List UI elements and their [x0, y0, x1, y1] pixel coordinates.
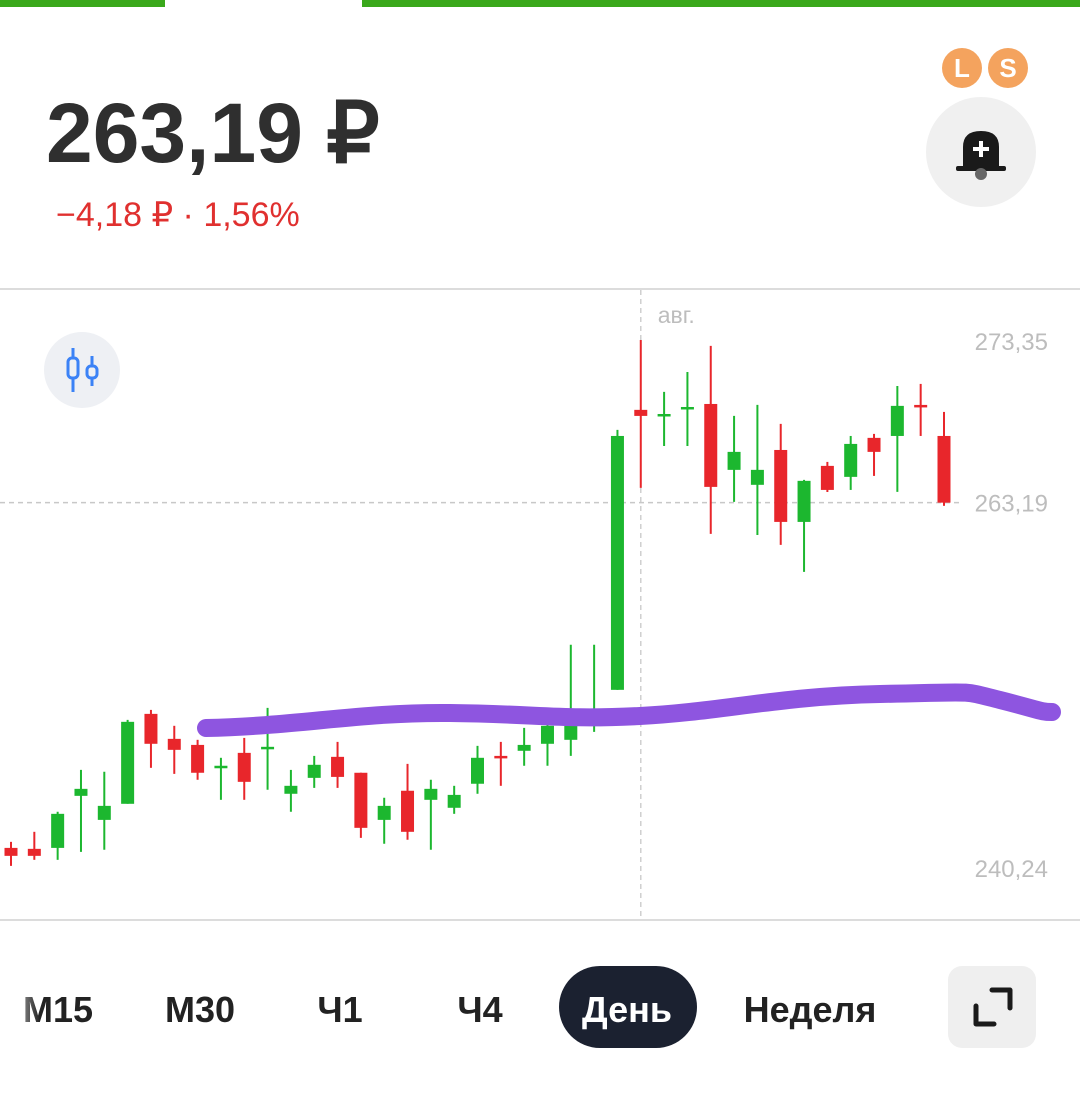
candle-body [424, 788, 438, 800]
candle-body [191, 744, 205, 773]
tab[interactable]: Ч4 [457, 989, 502, 1030]
candle-body [704, 403, 718, 487]
badge [988, 48, 1028, 88]
tab[interactable]: M30 [165, 989, 235, 1030]
tab[interactable]: Неделя [744, 989, 877, 1030]
fullscreen-button-bg[interactable] [948, 966, 1036, 1048]
y-tick-label: 273,35 [975, 329, 1048, 356]
candle-body [540, 725, 554, 744]
alert-button[interactable] [926, 97, 1036, 207]
candle-body [820, 465, 834, 490]
candle-body [354, 772, 368, 828]
tab-fade [0, 985, 40, 1035]
chart-type-button-bg[interactable] [44, 332, 120, 408]
candle-body [401, 790, 415, 832]
bell-clapper [975, 168, 987, 180]
candle-body [797, 480, 811, 522]
candle-body [727, 451, 741, 470]
badges: L S [942, 48, 1028, 88]
candle-body [307, 764, 321, 778]
candle-body [494, 755, 508, 759]
candle-body [284, 785, 298, 794]
plus-icon [973, 141, 989, 157]
candle-body [261, 746, 275, 750]
candle-body [167, 738, 181, 750]
candle-body [27, 848, 41, 856]
candle-body [237, 752, 251, 782]
candle-body [144, 713, 158, 744]
price-change: −4,18 ₽ · 1,56% [56, 196, 300, 234]
tab[interactable]: Ч1 [317, 989, 362, 1030]
candle-body [937, 435, 951, 503]
candle-body [657, 413, 671, 417]
candle-body [471, 757, 484, 784]
top-tab-indicator [165, 0, 362, 7]
candle-body [774, 449, 788, 522]
candle-body [51, 813, 65, 848]
candle-body [517, 744, 531, 751]
icon-body [85, 364, 99, 380]
drawn-trend-line [197, 683, 1061, 737]
candle-body [634, 409, 648, 416]
chart-type-button[interactable] [44, 332, 120, 408]
tab-selected-bg[interactable] [559, 966, 697, 1048]
candle-body [680, 406, 694, 410]
expand-icon [973, 987, 1013, 1027]
candle-body [214, 765, 228, 769]
candle-body [564, 725, 578, 740]
fullscreen-button[interactable] [948, 966, 1036, 1048]
candle-body [610, 435, 624, 690]
badge-label: S [999, 53, 1016, 83]
y-tick-label: 240,24 [975, 856, 1048, 883]
chart: 273,35 240,24 263,19 авг. [0, 290, 1056, 920]
candle-body [4, 847, 18, 856]
candle-body [447, 794, 461, 808]
candle-body [914, 404, 928, 408]
candle-body [74, 788, 88, 796]
candle-body [331, 756, 345, 777]
candle-body [97, 805, 111, 820]
candle-body [844, 443, 858, 477]
badge [942, 48, 982, 88]
price: 263,19 ₽ [46, 86, 380, 180]
candle-body [377, 805, 391, 820]
tab[interactable]: День [582, 989, 672, 1030]
icon-body [66, 356, 80, 380]
candle-body [121, 721, 135, 804]
timeframe-tabs: M15 M30 Ч1 Ч4 День Неделя [23, 966, 876, 1048]
top-bar [0, 0, 1080, 7]
x-tick-label: авг. [658, 302, 695, 328]
candle-body [867, 437, 881, 452]
candle-body [750, 469, 764, 485]
current-price-label: 263,19 [975, 491, 1048, 518]
candle-body [890, 405, 904, 436]
badge-label: L [954, 53, 970, 83]
